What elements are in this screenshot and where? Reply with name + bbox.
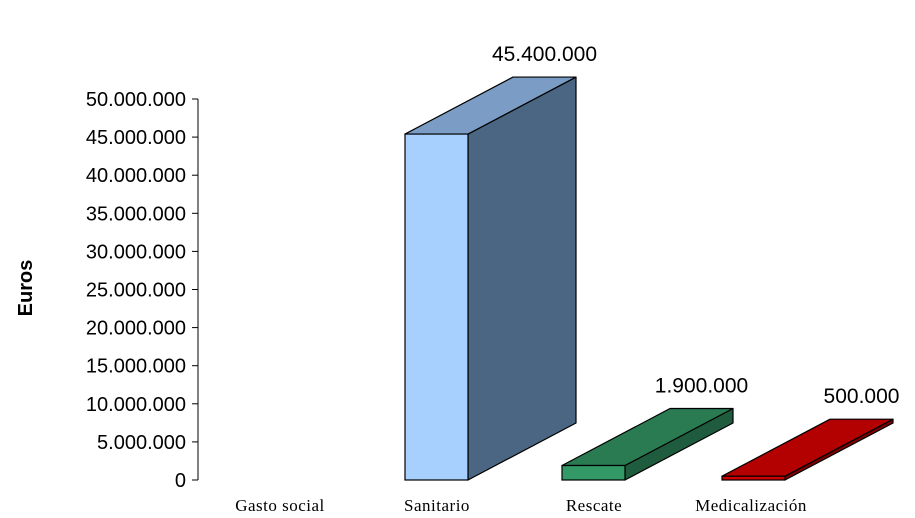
category-label: Gasto social [235,496,325,515]
y-tick-label: 5.000.000 [97,432,186,454]
bar [404,76,577,481]
bars [404,76,894,481]
bar [561,407,734,481]
data-label: 1.900.000 [655,375,748,398]
bar-front-face [561,464,626,481]
y-tick-label: 10.000.000 [86,394,186,416]
y-axis: 0 5.000.000 10.000.000 15.000.000 20.000.000… [86,89,199,492]
bar-front-face [404,133,469,481]
y-tick-label: 50.000.000 [86,89,186,111]
data-label: 500.000 [824,385,900,408]
y-tick-label: 30.000.000 [86,241,186,263]
category-label: Rescate [566,496,622,515]
labels: Gasto social Sanitario 45.400.000 Rescate 1.… [235,43,899,515]
bar-front-face [721,475,786,481]
bar [721,418,894,481]
y-tick-label: 0 [175,470,186,492]
y-tick-label: 35.000.000 [86,203,186,225]
y-tick-label: 25.000.000 [86,280,186,302]
y-tick-label: 45.000.000 [86,127,186,149]
bar-side-face [467,76,577,481]
data-label: 45.400.000 [492,43,597,66]
category-label: Sanitario [404,496,470,515]
y-tick-label: 20.000.000 [86,318,186,340]
y-tick-label: 40.000.000 [86,165,186,187]
category-label: Medicalización [695,496,807,515]
y-tick-label: 15.000.000 [86,356,186,378]
y-axis-title: Euros [15,260,37,317]
